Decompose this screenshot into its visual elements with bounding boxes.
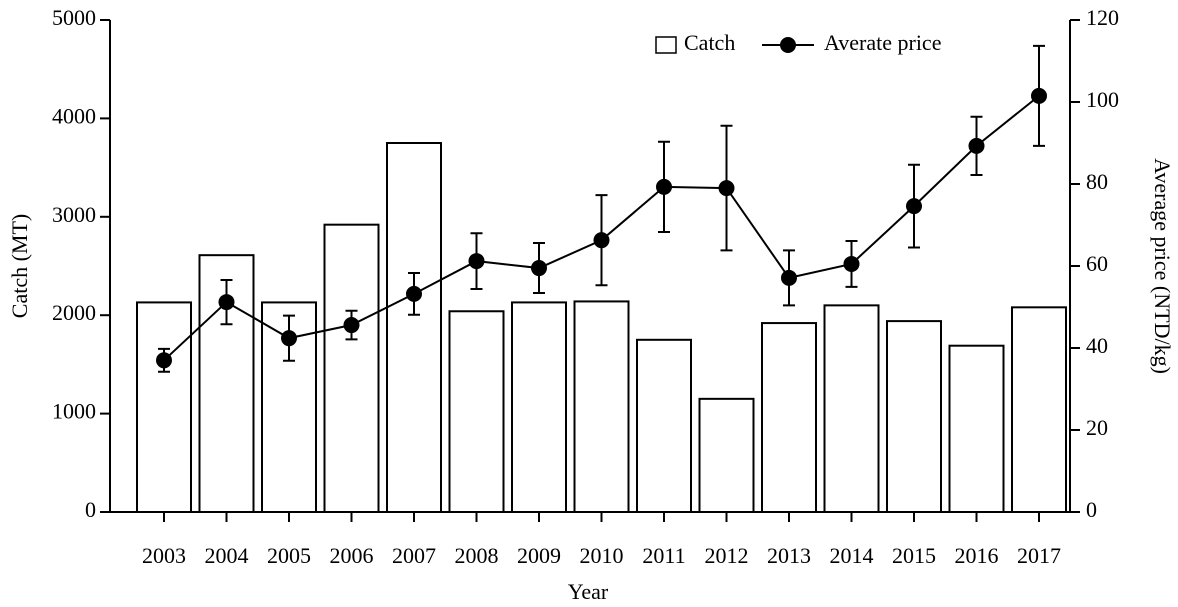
x-tick-label: 2008 <box>455 543 499 568</box>
bar <box>1011 306 1067 513</box>
legend-marker <box>780 37 796 53</box>
price-point <box>968 137 985 154</box>
y2-tick-label: 100 <box>1086 87 1119 112</box>
y-tick-label: 3000 <box>52 202 96 227</box>
x-axis-label: Year <box>568 579 609 604</box>
price-point <box>593 232 610 249</box>
y2-tick-label: 40 <box>1086 333 1108 358</box>
x-tick-label: 2006 <box>330 543 374 568</box>
x-tick-label: 2017 <box>1017 543 1061 568</box>
x-tick-label: 2013 <box>767 543 811 568</box>
bar <box>823 304 880 513</box>
bar <box>136 301 192 513</box>
bar <box>761 322 817 513</box>
y2-tick-label: 60 <box>1086 251 1108 276</box>
y-tick-label: 0 <box>85 497 96 522</box>
bar <box>698 397 755 513</box>
bar <box>573 300 630 514</box>
y-tick-label: 2000 <box>52 300 96 325</box>
bar <box>511 301 567 513</box>
price-point <box>531 260 547 277</box>
price-point <box>218 294 235 311</box>
x-tick-label: 2014 <box>830 543 874 568</box>
bar <box>386 142 442 513</box>
price-point <box>156 352 172 369</box>
x-tick-label: 2004 <box>205 543 249 568</box>
price-point <box>343 317 360 334</box>
x-tick-label: 2011 <box>642 543 685 568</box>
price-point <box>281 330 297 347</box>
price-point <box>843 255 860 272</box>
bar <box>448 310 505 513</box>
x-tick-label: 2015 <box>892 543 936 568</box>
price-point <box>406 285 422 302</box>
price-point <box>781 269 797 286</box>
price-point <box>656 178 672 195</box>
x-tick-label: 2016 <box>955 543 999 568</box>
price-point <box>718 180 735 197</box>
x-tick-label: 2010 <box>580 543 624 568</box>
price-point <box>1031 87 1047 104</box>
legend-swatch <box>655 36 677 54</box>
bar <box>323 223 380 513</box>
x-tick-label: 2012 <box>705 543 749 568</box>
x-tick-label: 2007 <box>392 543 436 568</box>
x-tick-label: 2003 <box>142 543 186 568</box>
x-tick-label: 2005 <box>267 543 311 568</box>
y-tick-label: 1000 <box>52 399 96 424</box>
y2-tick-label: 80 <box>1086 169 1108 194</box>
x-tick-label: 2009 <box>517 543 561 568</box>
y2-tick-label: 20 <box>1086 415 1108 440</box>
price-point <box>468 253 485 270</box>
legend-label: Catch <box>684 30 735 55</box>
y2-tick-label: 0 <box>1086 497 1097 522</box>
bar <box>636 338 692 513</box>
y2-axis-label: Average price (NTD/kg) <box>1150 158 1175 374</box>
y-tick-label: 5000 <box>52 5 96 30</box>
price-point <box>906 198 922 215</box>
y-axis-label: Catch (MT) <box>7 214 32 318</box>
legend-label: Averate price <box>824 30 941 55</box>
bar <box>948 344 1005 514</box>
y-tick-label: 4000 <box>52 103 96 128</box>
y2-tick-label: 120 <box>1086 5 1119 30</box>
bar <box>886 320 942 513</box>
